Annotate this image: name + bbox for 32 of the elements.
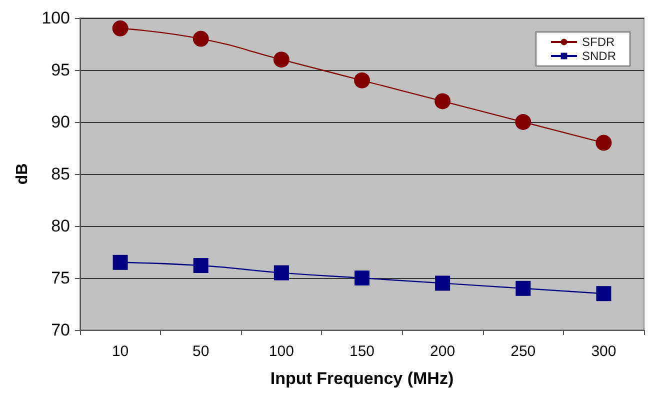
y-tick-label: 80: [51, 216, 70, 236]
point: [354, 72, 370, 88]
legend-label: SNDR: [582, 49, 616, 63]
point: [516, 280, 531, 296]
point: [273, 52, 290, 68]
x-axis-title: Input Frequency (MHz): [270, 369, 454, 388]
legend-label: SFDR: [582, 35, 615, 49]
y-tick-label: 100: [42, 8, 70, 28]
x-tick-label: 300: [591, 343, 616, 360]
point: [112, 20, 128, 36]
y-tick-label: 70: [51, 320, 70, 340]
y-tick-label: 75: [51, 268, 70, 288]
point: [112, 254, 128, 270]
point: [193, 258, 208, 274]
x-tick-label: 10: [112, 343, 129, 360]
x-tick-label: 150: [349, 343, 375, 360]
x-tick-label: 50: [192, 343, 210, 360]
y-axis-title: dB: [14, 163, 32, 185]
point: [192, 30, 209, 47]
point: [434, 93, 451, 110]
x-tick-label: 100: [268, 343, 294, 360]
point: [274, 265, 289, 280]
point: [354, 270, 370, 286]
point: [596, 134, 612, 151]
x-tick-label: 250: [510, 343, 536, 360]
x-tick-label: 200: [430, 343, 456, 360]
y-tick-label: 90: [51, 112, 70, 132]
point: [515, 114, 532, 130]
y-tick-label: 85: [51, 164, 70, 184]
point: [596, 286, 612, 302]
point: [435, 276, 450, 291]
y-tick-label: 95: [51, 60, 70, 80]
